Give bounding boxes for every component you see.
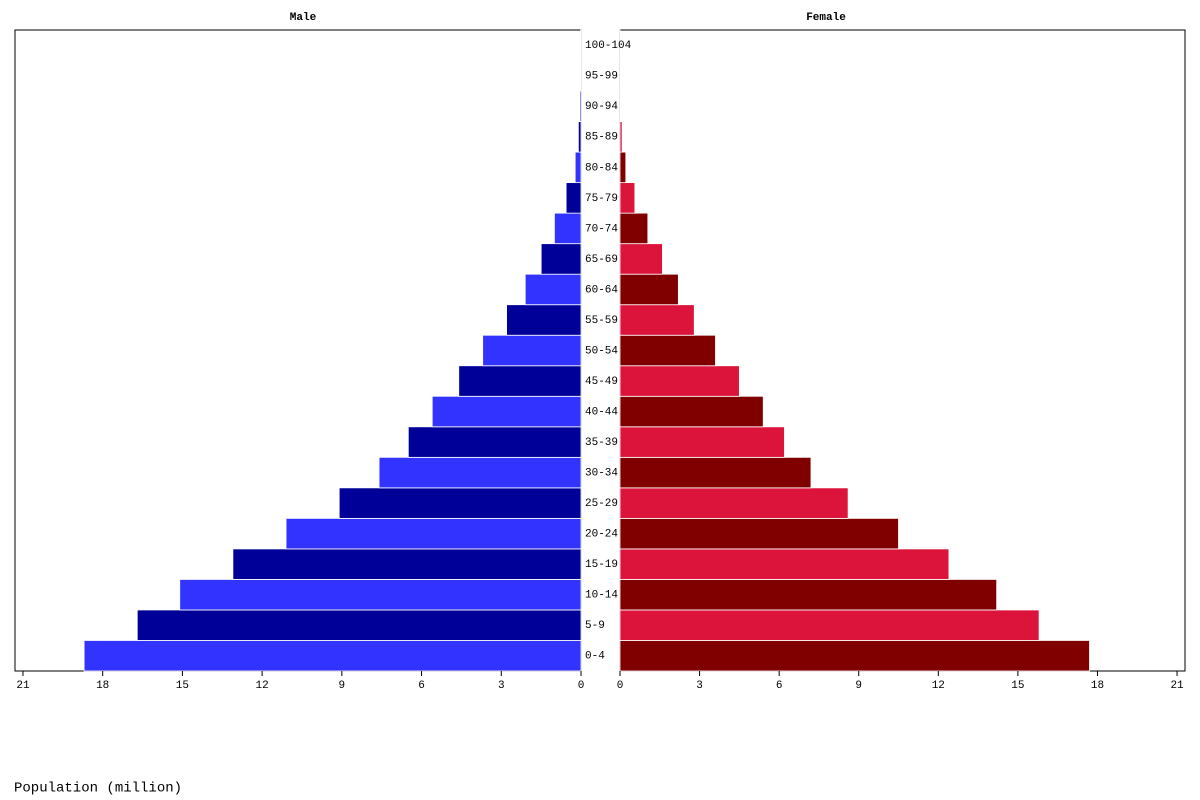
bar [378, 456, 582, 489]
bar [136, 609, 582, 641]
age-label: 85-89 [585, 132, 618, 144]
age-label: 70-74 [585, 223, 618, 235]
bar [619, 304, 695, 336]
age-label: 20-24 [585, 529, 618, 541]
x-tick-label: 12 [256, 680, 269, 692]
bar [232, 548, 582, 580]
female-title: Female [806, 12, 846, 24]
x-tick-label: 6 [776, 680, 783, 692]
age-label: 95-99 [585, 71, 618, 83]
bar [179, 579, 582, 611]
bar [619, 365, 740, 397]
age-label: 100-104 [585, 40, 632, 52]
x-tick-label: 21 [1170, 680, 1184, 692]
bar [83, 640, 582, 672]
age-label: 80-84 [585, 162, 618, 174]
bar [619, 90, 622, 122]
x-tick-label: 12 [932, 680, 945, 692]
x-tick-label: 0 [617, 680, 624, 692]
bar [565, 182, 582, 214]
bar [579, 60, 582, 92]
bar [407, 426, 582, 458]
bar [431, 395, 582, 428]
age-label: 35-39 [585, 437, 618, 449]
x-tick-label: 9 [855, 680, 862, 692]
x-tick-label: 0 [578, 680, 585, 692]
bar [619, 273, 679, 306]
age-label: 10-14 [585, 590, 618, 602]
x-axis-label: Population (million) [14, 781, 182, 797]
age-label: 15-19 [585, 559, 618, 571]
x-tick-label: 6 [418, 680, 425, 692]
bar [506, 304, 582, 336]
age-label: 55-59 [585, 315, 618, 327]
x-tick-label: 15 [1011, 680, 1024, 692]
x-tick-label: 3 [696, 680, 703, 692]
bar [619, 579, 998, 611]
x-tick-label: 21 [16, 680, 30, 692]
bar [619, 395, 764, 428]
x-tick-label: 18 [1091, 680, 1104, 692]
bar [619, 517, 899, 550]
age-label: 40-44 [585, 406, 618, 418]
bar [619, 609, 1040, 641]
bar [577, 121, 582, 153]
bar [619, 121, 623, 153]
bar [619, 151, 627, 184]
age-label: 90-94 [585, 101, 618, 113]
age-label: 45-49 [585, 376, 618, 388]
age-label: 5-9 [585, 620, 605, 632]
x-tick-label: 15 [176, 680, 189, 692]
age-label: 0-4 [585, 651, 605, 663]
bar [524, 273, 582, 306]
age-label: 60-64 [585, 284, 618, 296]
bar [285, 517, 582, 550]
x-tick-label: 18 [96, 680, 109, 692]
bar [619, 487, 849, 519]
bar [619, 548, 950, 580]
bar [554, 212, 582, 245]
bar [482, 334, 582, 367]
x-tick-label: 9 [339, 680, 346, 692]
bar [619, 334, 716, 367]
age-label: 30-34 [585, 468, 618, 480]
age-label: 65-69 [585, 254, 618, 266]
bar [574, 151, 582, 184]
bar [619, 426, 785, 458]
bar [619, 212, 649, 245]
bar [540, 243, 582, 275]
x-tick-label: 3 [498, 680, 505, 692]
male-title: Male [290, 12, 317, 24]
bar [619, 456, 812, 489]
age-label: 25-29 [585, 498, 618, 510]
age-label: 50-54 [585, 345, 618, 357]
bar [619, 243, 663, 275]
age-label: 75-79 [585, 193, 618, 205]
bar [619, 182, 636, 214]
bar [619, 640, 1090, 672]
bar [579, 90, 582, 122]
bar [458, 365, 582, 397]
bar [338, 487, 582, 519]
